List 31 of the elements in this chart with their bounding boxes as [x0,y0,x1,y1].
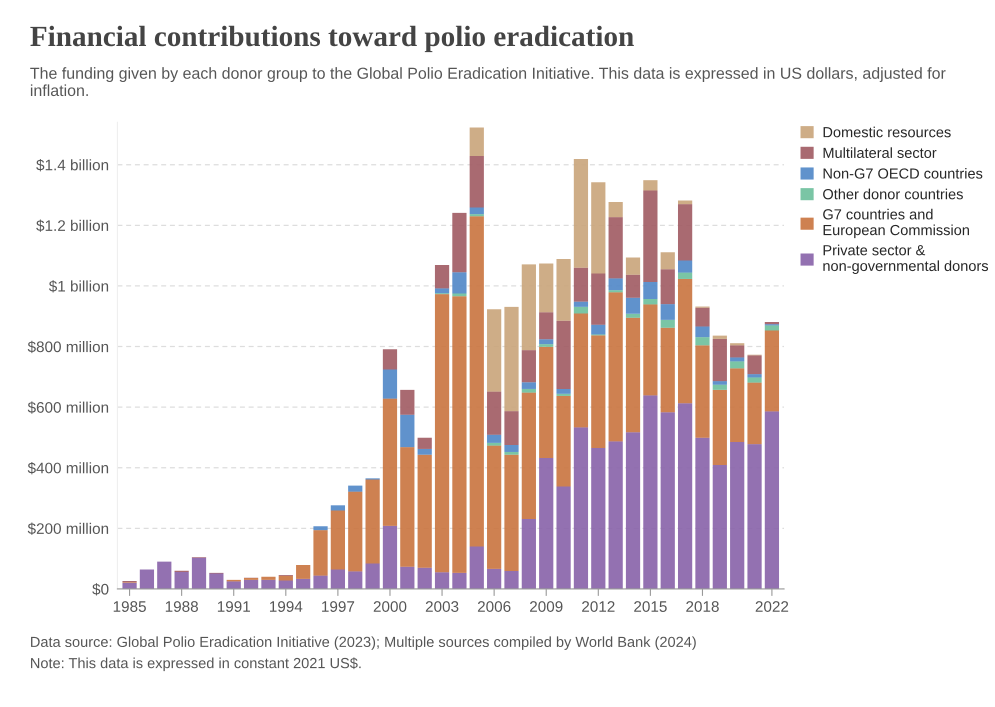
legend-label: G7 countries and European Commission [823,208,969,238]
x-tick-label: 2015 [634,601,667,612]
x-tick-label: 2000 [374,601,406,612]
legend-label: Other donor countries [823,188,963,200]
x-tick-label: 1991 [218,601,250,612]
y-tick-label: $200 million [28,522,108,535]
x-tick-label: 2009 [530,601,562,612]
x-tick-label: 2012 [582,601,615,612]
y-tick-label: $400 million [28,462,108,474]
chart-subtitle: The funding given by each donor group to the Global Polio Eradication Initiative. This data is expressed in US dollars, adjusted for inflation. [30,67,946,96]
x-tick-label: 1994 [270,601,302,612]
y-tick-label: $0 [92,583,108,596]
source-note: Data source: Global Polio Eradication Initiative (2023); Multiple sources compiled by World Bank (2024) [31,636,696,650]
x-tick-label: 1997 [322,601,354,612]
text: Note: This data is expressed in constant 2021 US$. [31,657,361,672]
y-tick-label: $1 billion [48,280,108,293]
legend-label: Private sector & non-governmental donors [823,244,988,274]
legend-label: Multilateral sector [824,147,936,158]
x-tick-label: 1988 [166,601,198,612]
x-tick-label: 1985 [114,601,146,612]
legend-label: Domestic resources [824,126,951,138]
x-tick-label: 2003 [426,601,458,612]
legend-label: Non-G7 OECD countries [824,168,982,179]
y-tick-label: $600 million [28,401,108,414]
y-tick-label: $1.4 billion [36,158,108,172]
y-tick-label: $800 million [28,340,108,354]
y-tick-label: $1.2 billion [36,220,108,232]
chart-title: Financial contributions toward polio eradication [30,26,634,52]
x-tick-label: 2018 [686,601,719,612]
x-tick-label: 2022 [756,601,788,612]
x-tick-label: 2006 [478,601,510,612]
